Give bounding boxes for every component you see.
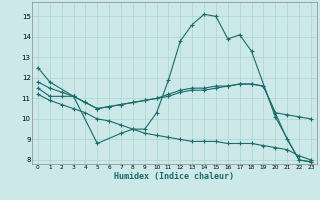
X-axis label: Humidex (Indice chaleur): Humidex (Indice chaleur) bbox=[115, 172, 234, 181]
